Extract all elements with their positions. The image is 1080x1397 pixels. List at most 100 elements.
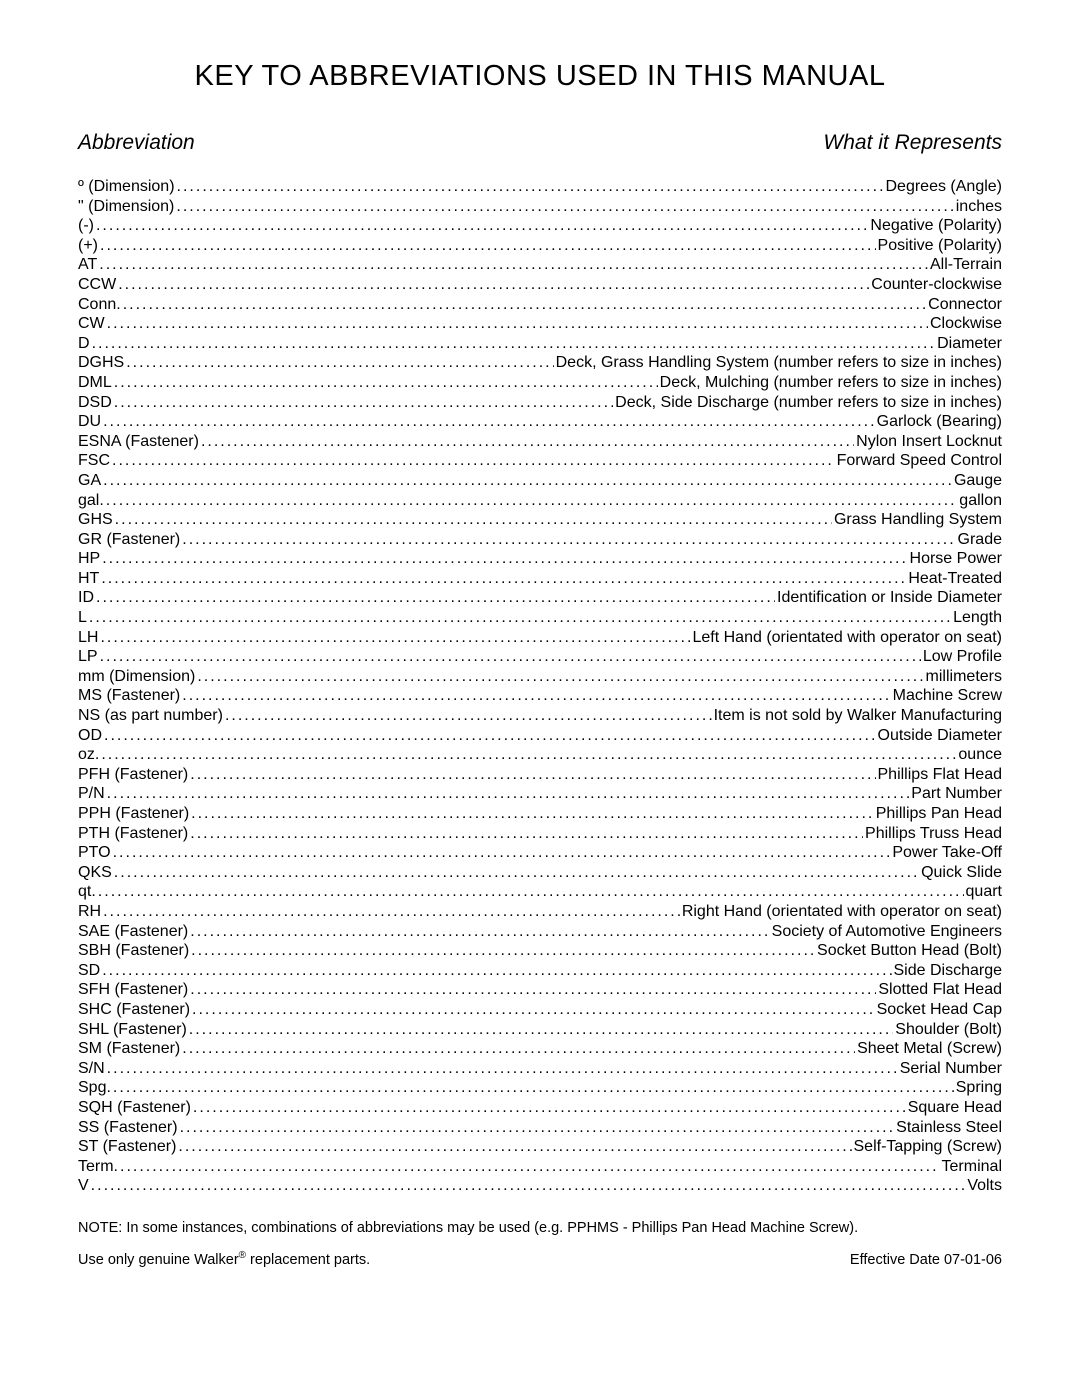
- abbrev-row: CW Clockwise: [78, 314, 1002, 334]
- footer-suffix: replacement parts.: [246, 1252, 370, 1268]
- abbrev-term: FSC: [78, 451, 112, 471]
- leader-dots: [120, 1157, 940, 1177]
- leader-dots: [104, 726, 876, 746]
- abbrev-definition: Garlock (Bearing): [875, 412, 1002, 432]
- abbrev-term: SD: [78, 961, 102, 981]
- abbrev-definition: Nylon Insert Locknut: [854, 432, 1002, 452]
- abbrev-term: D: [78, 334, 92, 354]
- abbrev-term: DSD: [78, 393, 114, 413]
- abbrev-term: ST (Fastener): [78, 1137, 178, 1157]
- abbrev-term: SM (Fastener): [78, 1039, 182, 1059]
- abbrev-term: V: [78, 1176, 91, 1196]
- leader-dots: [91, 1176, 966, 1196]
- leader-dots: [102, 549, 907, 569]
- abbrev-definition: Counter-clockwise: [869, 275, 1002, 295]
- abbrev-row: OD Outside Diameter: [78, 726, 1002, 746]
- abbrev-row: DSD Deck, Side Discharge (number refers …: [78, 393, 1002, 413]
- leader-dots: [96, 216, 868, 236]
- abbrev-row: SD Side Discharge: [78, 961, 1002, 981]
- leader-dots: [103, 471, 952, 491]
- abbrev-term: (-): [78, 216, 96, 236]
- abbrev-term: LH: [78, 628, 100, 648]
- abbrev-term: DU: [78, 412, 103, 432]
- abbrev-definition: Quick Slide: [919, 863, 1002, 883]
- abbrev-term: GHS: [78, 510, 115, 530]
- leader-dots: [182, 1039, 855, 1059]
- leader-dots: [100, 236, 876, 256]
- abbrev-row: PTO Power Take-Off: [78, 843, 1002, 863]
- abbrev-row: QKS Quick Slide: [78, 863, 1002, 883]
- abbrev-term: AT: [78, 255, 99, 275]
- abbrev-term: PTO: [78, 843, 113, 863]
- abbrev-row: S/N Serial Number: [78, 1059, 1002, 1079]
- leader-dots: [177, 177, 884, 197]
- abbrev-term: LP: [78, 647, 100, 667]
- leader-dots: [123, 295, 926, 315]
- leader-dots: [114, 863, 919, 883]
- abbrev-row: DML Deck, Mulching (number refers to siz…: [78, 373, 1002, 393]
- abbrev-term: SFH (Fastener): [78, 980, 190, 1000]
- abbrev-term: RH: [78, 902, 103, 922]
- abbrev-term: (+): [78, 236, 100, 256]
- leader-dots: [107, 784, 910, 804]
- footer-left: Use only genuine Walker® replacement par…: [78, 1250, 370, 1268]
- abbrev-term: SHL (Fastener): [78, 1020, 189, 1040]
- abbrev-row: D Diameter: [78, 334, 1002, 354]
- abbrev-term: P/N: [78, 784, 107, 804]
- leader-dots: [101, 745, 956, 765]
- leader-dots: [100, 647, 921, 667]
- abbrev-row: L Length: [78, 608, 1002, 628]
- abbrev-row: NS (as part number) Item is not sold by …: [78, 706, 1002, 726]
- footer-right: Effective Date 07-01-06: [850, 1252, 1002, 1268]
- abbrev-term: DML: [78, 373, 114, 393]
- abbrev-row: Term. Terminal: [78, 1157, 1002, 1177]
- abbrev-term: SAE (Fastener): [78, 922, 190, 942]
- abbrev-definition: Machine Screw: [891, 686, 1002, 706]
- abbrev-definition: Heat-Treated: [906, 569, 1002, 589]
- leader-dots: [103, 412, 875, 432]
- leader-dots: [182, 686, 890, 706]
- abbrev-definition: Spring: [954, 1078, 1002, 1098]
- abbrev-row: PPH (Fastener) Phillips Pan Head: [78, 804, 1002, 824]
- abbrev-definition: Power Take-Off: [890, 843, 1002, 863]
- header-abbreviation: Abbreviation: [78, 131, 195, 155]
- abbrev-row: SQH (Fastener) Square Head: [78, 1098, 1002, 1118]
- abbrev-term: º (Dimension): [78, 177, 177, 197]
- abbrev-definition: Terminal: [940, 1157, 1002, 1177]
- leader-dots: [98, 882, 964, 902]
- abbrev-term: SQH (Fastener): [78, 1098, 193, 1118]
- note-text: In some instances, combinations of abbre…: [126, 1220, 858, 1236]
- leader-dots: [103, 902, 680, 922]
- abbrev-row: CCW Counter-clockwise: [78, 275, 1002, 295]
- leader-dots: [191, 804, 874, 824]
- abbrev-term: Conn.: [78, 295, 123, 315]
- abbrev-term: DGHS: [78, 353, 126, 373]
- abbrev-term: SBH (Fastener): [78, 941, 191, 961]
- leader-dots: [190, 922, 769, 942]
- abbrev-definition: Low Profile: [921, 647, 1002, 667]
- abbrev-definition: Slotted Flat Head: [876, 980, 1002, 1000]
- abbrev-term: GA: [78, 471, 103, 491]
- abbrev-term: L: [78, 608, 89, 628]
- abbrev-definition: Positive (Polarity): [876, 236, 1002, 256]
- leader-dots: [182, 530, 955, 550]
- leader-dots: [193, 1098, 906, 1118]
- abbrev-row: HT Heat-Treated: [78, 569, 1002, 589]
- abbrev-row: GA Gauge: [78, 471, 1002, 491]
- abbrev-definition: Deck, Grass Handling System (number refe…: [554, 353, 1002, 373]
- abbrev-row: DU Garlock (Bearing): [78, 412, 1002, 432]
- note: NOTE: In some instances, combinations of…: [78, 1220, 1002, 1236]
- abbrev-term: GR (Fastener): [78, 530, 182, 550]
- abbrev-term: Term.: [78, 1157, 120, 1177]
- abbrev-row: PTH (Fastener) Phillips Truss Head: [78, 824, 1002, 844]
- abbrev-row: PFH (Fastener) Phillips Flat Head: [78, 765, 1002, 785]
- abbrev-row: LH Left Hand (orientated with operator o…: [78, 628, 1002, 648]
- abbrev-definition: Identification or Inside Diameter: [775, 588, 1002, 608]
- abbrev-term: NS (as part number): [78, 706, 225, 726]
- abbrev-row: MS (Fastener) Machine Screw: [78, 686, 1002, 706]
- abbrev-definition: Grade: [956, 530, 1002, 550]
- abbrev-row: gal. gallon: [78, 491, 1002, 511]
- abbrev-definition: Serial Number: [898, 1059, 1002, 1079]
- abbrev-row: mm (Dimension) millimeters: [78, 667, 1002, 687]
- abbrev-term: HP: [78, 549, 102, 569]
